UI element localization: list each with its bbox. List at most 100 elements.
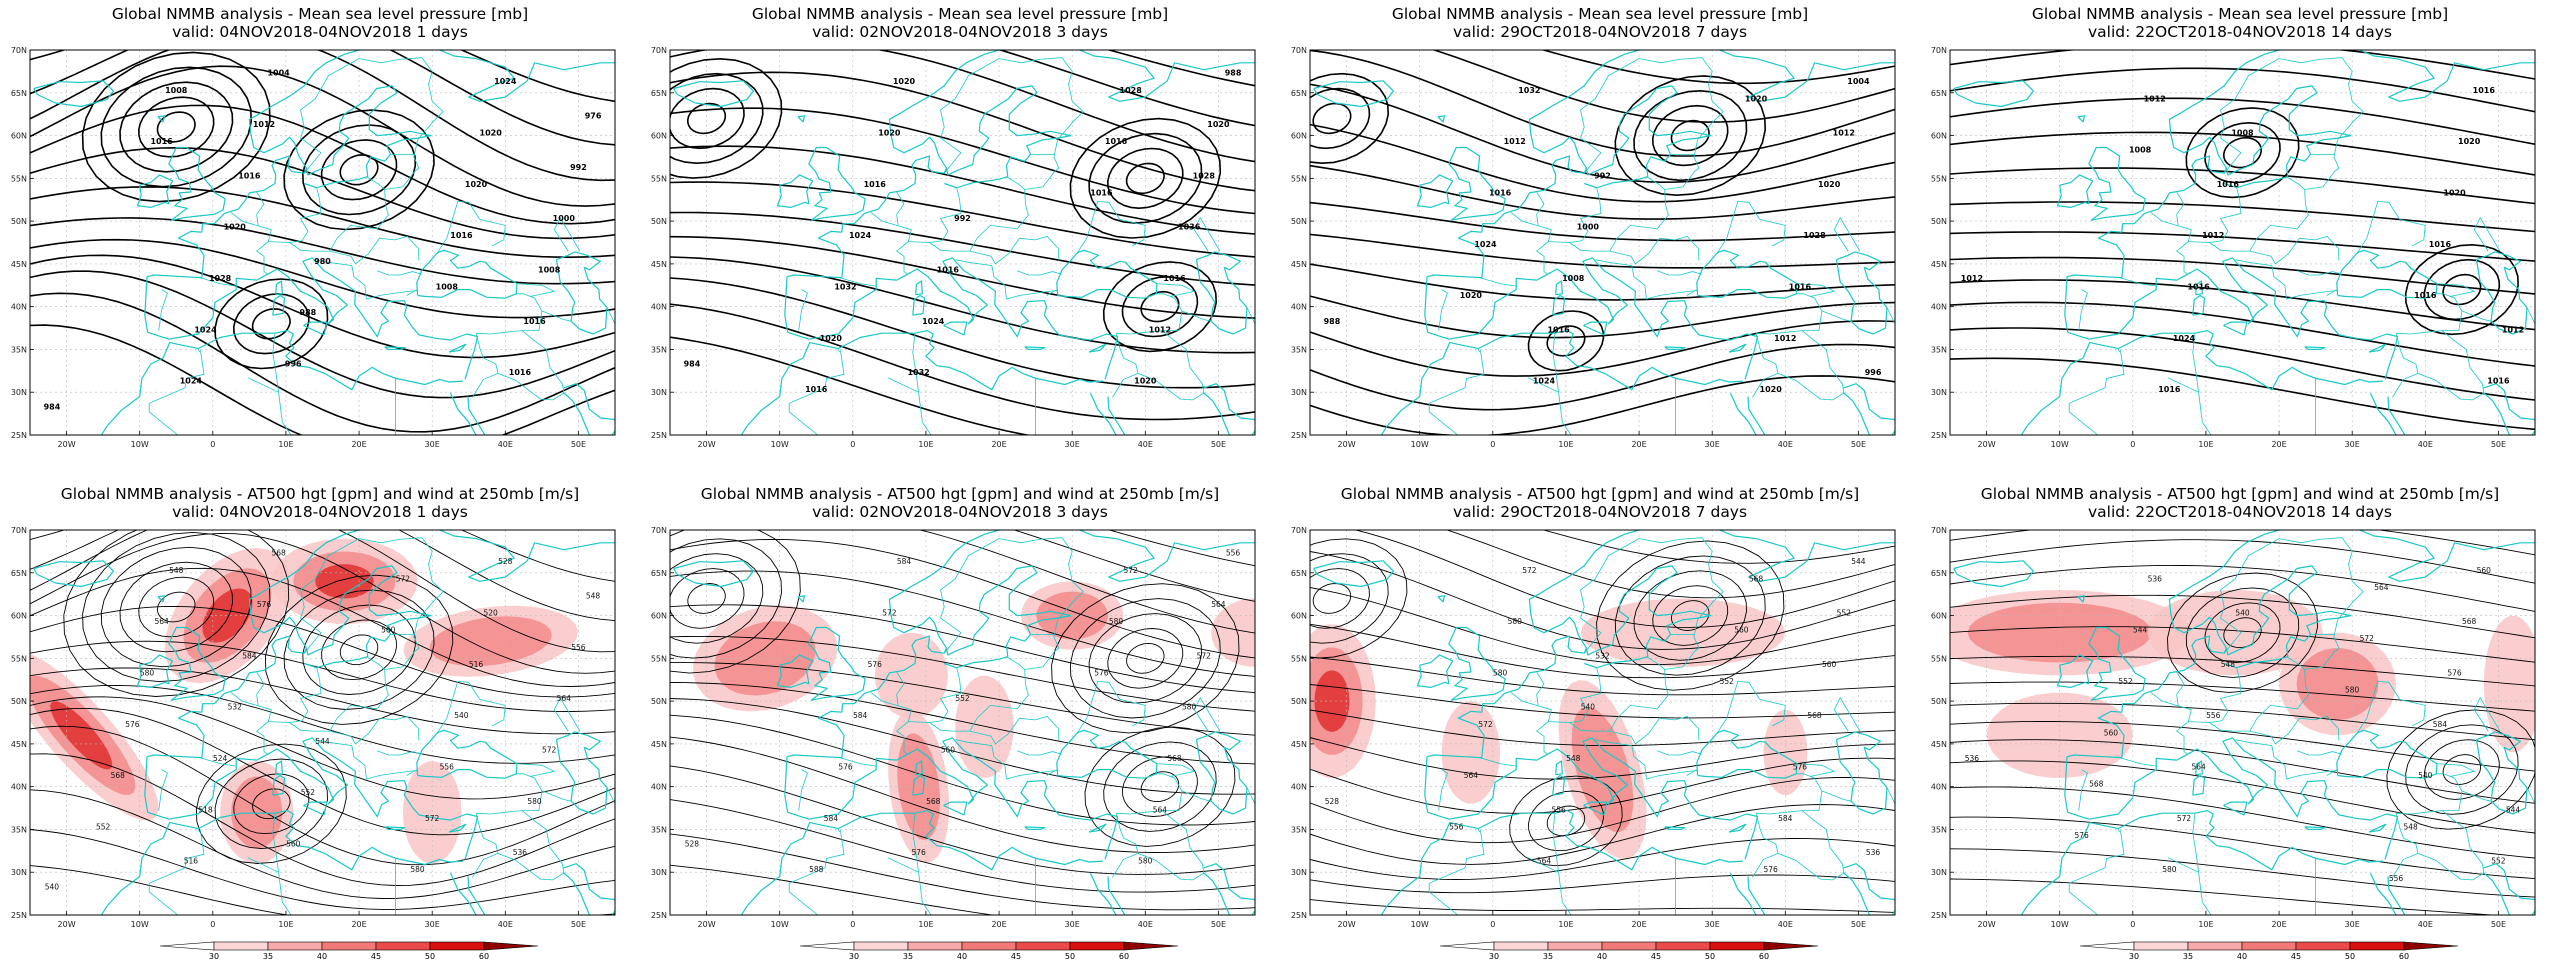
country-border	[1777, 853, 1845, 881]
coastline	[797, 595, 806, 603]
lat-tick-label: 45N	[1291, 740, 1307, 749]
country-border	[2461, 790, 2492, 802]
contour-label: 1020	[1760, 385, 1783, 394]
country-border	[1428, 411, 1459, 435]
country-border	[908, 667, 962, 723]
contour-label: 1000	[553, 214, 576, 223]
country-border	[497, 373, 565, 401]
country-border	[896, 671, 905, 706]
coastline	[2020, 810, 2383, 915]
height-contour	[1950, 878, 2502, 915]
contour-label: 1024	[1474, 240, 1497, 249]
lat-tick-label: 55N	[1291, 654, 1307, 663]
height-contour	[1310, 568, 1370, 629]
coastline	[1555, 280, 1563, 296]
coastline	[2368, 343, 2387, 353]
coastline	[146, 50, 360, 279]
map-background	[30, 50, 615, 435]
coastline	[1747, 876, 1766, 915]
lon-tick-label: 10W	[771, 440, 789, 449]
contour-label: 1032	[907, 368, 929, 377]
contour-label: 1008	[165, 86, 188, 95]
coastline	[2195, 280, 2203, 296]
height-contour	[1088, 613, 1202, 704]
contour-label: 1020	[820, 334, 843, 343]
contour-label: 524	[213, 754, 228, 763]
country-border	[2192, 333, 2199, 393]
lon-tick-label: 30E	[2345, 920, 2360, 929]
coastline	[1552, 294, 1566, 316]
isobar-contour	[670, 277, 1255, 389]
lat-tick-label: 35N	[651, 345, 667, 354]
contour-label: 552	[2118, 677, 2133, 686]
jet-streak-shading	[1580, 598, 1786, 667]
country-border	[148, 350, 205, 412]
contour-label: 584	[1778, 814, 1793, 823]
contour-label: 576	[125, 720, 140, 729]
colorbar-label: 30	[849, 952, 859, 960]
colorbar-label: 60	[479, 952, 489, 960]
lon-tick-label: 20W	[698, 920, 716, 929]
height-contour	[1122, 756, 1198, 817]
geopotential-map: 540 544 548 552 556 560 564 568 572 576 580 584 536 5…	[11, 526, 616, 960]
lat-tick-label: 25N	[651, 911, 667, 920]
contour-label: 556	[1226, 549, 1241, 558]
contour-label: 540	[454, 711, 469, 720]
lon-tick-label: 50E	[571, 920, 586, 929]
height-contour	[687, 583, 726, 614]
contour-label: 516	[184, 857, 199, 866]
country-border	[788, 350, 845, 412]
coastline	[275, 760, 283, 776]
country-border	[2117, 828, 2120, 833]
contour-label: 580	[140, 668, 155, 677]
lon-tick-label: 10E	[1558, 440, 1573, 449]
contour-label: 1016	[523, 317, 546, 326]
country-border	[1646, 656, 1669, 710]
country-border	[918, 392, 932, 435]
lat-tick-label: 25N	[11, 911, 27, 920]
country-border	[1046, 769, 1058, 776]
colorbar-label: 35	[903, 952, 913, 960]
wind-colorbar: 30 35 40 45 50 60	[799, 941, 1179, 960]
contour-label: 1020	[1460, 291, 1483, 300]
country-border	[2117, 348, 2120, 353]
lon-tick-label: 30E	[1065, 440, 1080, 449]
contour-label: 996	[285, 360, 302, 369]
height-contour	[1310, 656, 1895, 696]
country-border	[1156, 763, 1196, 777]
colorbar-segment	[267, 941, 323, 951]
lat-tick-label: 30N	[1291, 388, 1307, 397]
lat-tick-label: 25N	[651, 431, 667, 440]
contour-label: 1016	[1789, 283, 1812, 292]
country-border	[199, 277, 237, 287]
contour-label: 1012	[2144, 94, 2166, 103]
height-contour	[1310, 587, 1895, 666]
z500-panel-7: 528 532 536 540 544 548 552 556 560 564 568 572 576 5…	[1280, 480, 1920, 960]
height-contour	[339, 634, 379, 666]
country-border	[969, 236, 1060, 265]
lat-tick-label: 35N	[11, 825, 27, 834]
height-contour	[30, 707, 615, 836]
isobar-contour	[1310, 164, 1895, 220]
contour-label: 1024	[1533, 377, 1556, 386]
contour-label: 576	[838, 763, 853, 772]
wind-colorbar: 30 35 40 45 50 60	[1439, 941, 1819, 960]
country-border	[2198, 872, 2212, 915]
country-border	[329, 716, 420, 745]
height-contour	[1310, 623, 1895, 679]
lat-tick-label: 40N	[1931, 783, 1947, 792]
coastline	[740, 330, 1103, 435]
coastline	[1664, 346, 1686, 350]
country-border	[1246, 787, 1255, 805]
colorbar-segment	[2403, 941, 2459, 951]
country-border	[955, 739, 1058, 780]
height-contour	[1652, 585, 1729, 646]
lon-tick-label: 20E	[2271, 440, 2286, 449]
coastline	[1835, 731, 1888, 815]
height-contour	[1310, 899, 1895, 913]
country-border	[1646, 176, 1669, 230]
coastline	[2483, 863, 2535, 901]
coastline	[2223, 321, 2248, 336]
coastline	[555, 731, 608, 815]
coastline	[384, 346, 406, 350]
